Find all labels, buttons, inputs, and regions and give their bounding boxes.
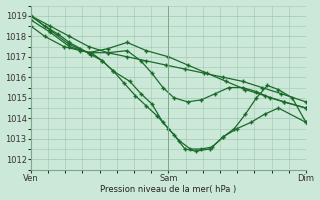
- X-axis label: Pression niveau de la mer( hPa ): Pression niveau de la mer( hPa ): [100, 185, 236, 194]
